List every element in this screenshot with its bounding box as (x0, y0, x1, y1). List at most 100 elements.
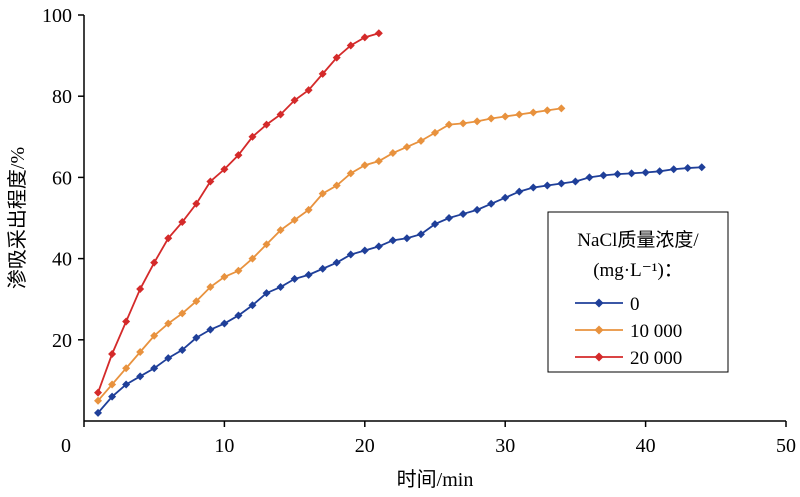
data-point (290, 96, 299, 105)
x-tick-label: 20 (355, 435, 375, 457)
data-point (122, 364, 131, 373)
data-point (669, 165, 678, 174)
data-point (304, 270, 313, 279)
data-point (416, 136, 425, 145)
data-point (515, 187, 524, 196)
data-point (416, 230, 425, 239)
x-tick-label: 50 (776, 435, 796, 457)
series-line (97, 107, 562, 402)
series-3 (94, 29, 383, 397)
data-point (402, 234, 411, 243)
data-point (332, 258, 341, 267)
data-point (332, 53, 341, 62)
data-point (571, 177, 580, 186)
data-point (192, 333, 201, 342)
data-point (192, 297, 201, 306)
data-point (318, 69, 327, 78)
data-point (332, 181, 341, 190)
data-point (304, 86, 313, 95)
data-point (557, 104, 566, 113)
data-point (108, 392, 117, 401)
legend-label: 20 000 (630, 348, 682, 369)
legend-marker (594, 352, 604, 362)
data-point (360, 246, 369, 255)
data-point (613, 170, 622, 179)
data-point (557, 179, 566, 188)
data-point (192, 199, 201, 208)
data-point (262, 240, 271, 249)
data-point (501, 112, 510, 121)
data-point (262, 120, 271, 129)
data-point (346, 169, 355, 178)
data-point (515, 110, 524, 119)
data-point (473, 205, 482, 214)
data-point (683, 164, 692, 173)
data-point (290, 216, 299, 225)
data-point (599, 171, 608, 180)
data-point (318, 264, 327, 273)
series-layer (94, 29, 706, 417)
data-point (206, 325, 215, 334)
y-tick-label: 60 (52, 167, 72, 189)
data-point (262, 289, 271, 298)
data-point (318, 189, 327, 198)
data-point (178, 309, 187, 318)
data-point (234, 266, 243, 275)
data-point (94, 396, 103, 405)
x-axis-ticks: 0 10 20 30 40 50 (61, 421, 796, 457)
data-point (529, 183, 538, 192)
data-point (164, 319, 173, 328)
y-tick-label: 40 (52, 249, 72, 271)
data-point (220, 272, 229, 281)
legend-title-line1: NaCl质量浓度/ (577, 229, 699, 251)
data-point (94, 388, 103, 397)
data-point (234, 311, 243, 320)
data-point (445, 120, 454, 129)
y-axis-title: 渗吸采出程度/% (6, 147, 29, 289)
data-point (122, 317, 131, 326)
data-point (206, 177, 215, 186)
data-point (627, 169, 636, 178)
data-point (276, 226, 285, 235)
data-point (374, 157, 383, 166)
legend-box (547, 211, 729, 373)
legend-marker (594, 298, 604, 308)
data-point (122, 380, 131, 389)
legend-marker (594, 325, 604, 335)
data-point (402, 142, 411, 151)
data-point (220, 319, 229, 328)
data-point (431, 220, 439, 229)
data-point (108, 380, 117, 389)
axes (83, 15, 786, 422)
data-point (248, 301, 257, 310)
legend-entry: 10 000 (575, 321, 682, 342)
data-point (388, 236, 397, 245)
data-point (276, 110, 285, 119)
data-point (290, 274, 299, 283)
legend-label: 10 000 (630, 321, 682, 342)
data-point (487, 114, 496, 123)
data-point (136, 347, 145, 356)
data-point (374, 242, 383, 251)
data-point (164, 234, 173, 243)
data-point (641, 168, 650, 177)
data-point (543, 106, 552, 115)
data-point (529, 108, 538, 117)
data-point (374, 29, 383, 38)
legend-entry: 20 000 (575, 348, 682, 369)
legend-title-line2: (mg·L⁻¹)： (593, 260, 683, 281)
legend: NaCl质量浓度/ (mg·L⁻¹)： 0 10 000 20 000 (547, 211, 729, 373)
data-point (543, 181, 552, 190)
data-point (248, 132, 257, 141)
legend-label: 0 (630, 294, 640, 315)
data-point (346, 250, 355, 259)
data-point (276, 283, 285, 292)
data-point (136, 372, 145, 381)
y-axis-ticks: 20 40 60 80 100 (42, 5, 84, 352)
data-point (248, 254, 257, 263)
data-point (136, 285, 145, 294)
data-point (150, 364, 159, 373)
data-point (360, 161, 369, 170)
data-point (473, 117, 482, 126)
